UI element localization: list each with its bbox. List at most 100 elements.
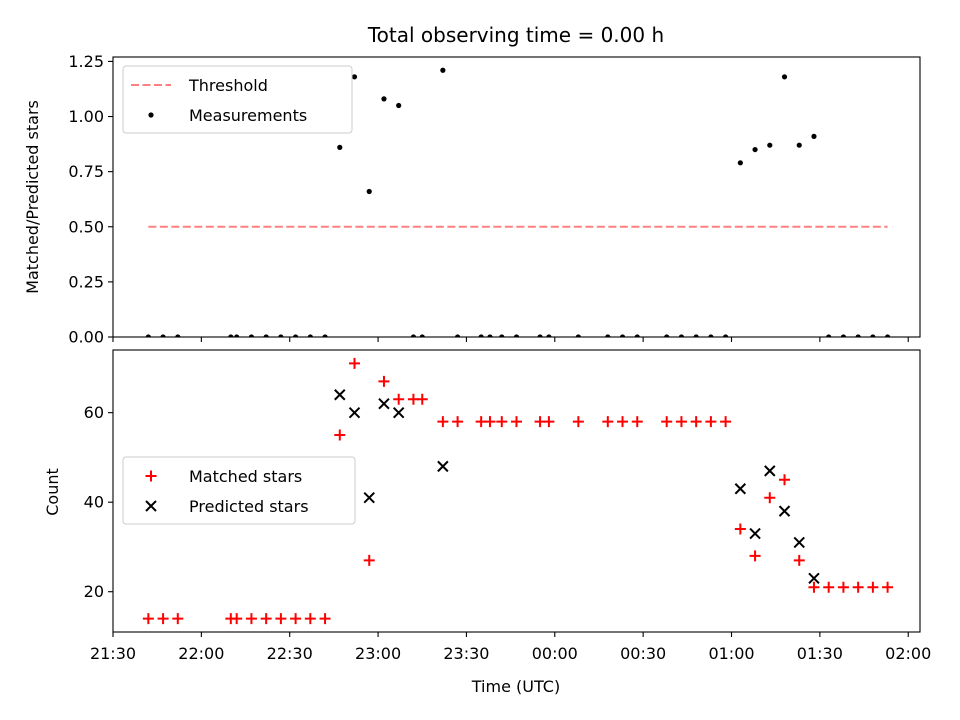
x-tick-label: 22:30 (267, 644, 313, 663)
data-point (664, 334, 670, 337)
legend-swatch (148, 112, 154, 118)
data-point (307, 334, 313, 337)
y-tick-label: 0.00 (68, 328, 104, 347)
data-point (779, 474, 791, 486)
data-point (605, 334, 611, 337)
data-point (172, 613, 184, 625)
data-point (793, 536, 805, 549)
data-point (693, 334, 699, 337)
data-point (363, 492, 375, 504)
data-point (737, 160, 743, 166)
data-point (260, 613, 272, 625)
x-tick-label: 01:30 (797, 644, 843, 663)
x-tick-label: 00:30 (620, 644, 666, 663)
legend-item: Measurements (148, 106, 307, 125)
data-point (837, 581, 849, 593)
data-point (675, 416, 687, 428)
data-point (496, 416, 508, 428)
data-point (513, 334, 520, 337)
data-point (705, 416, 717, 428)
legend: Matched stars Predicted stars (122, 456, 356, 525)
data-point (511, 416, 522, 428)
data-point (378, 398, 390, 410)
data-point (278, 334, 284, 337)
data-point (749, 550, 761, 562)
data-point (484, 416, 496, 428)
legend-item: Threshold (131, 76, 268, 95)
chart-title: Total observing time = 0.00 h (367, 23, 664, 47)
legend-label: Matched stars (189, 467, 302, 486)
data-point (437, 416, 449, 428)
axes-frame (112, 349, 921, 633)
data-point (175, 334, 181, 337)
top-y-axis-label: Matched/Predicted stars (23, 100, 42, 294)
data-point (351, 74, 358, 80)
data-point (781, 74, 788, 80)
data-point (734, 523, 746, 535)
data-point (437, 460, 449, 473)
y-tick-label: 40 (84, 493, 104, 512)
data-point (396, 102, 402, 109)
data-point (293, 334, 299, 337)
y-tick-label: 20 (84, 582, 104, 601)
data-point (619, 334, 626, 337)
data-point (245, 613, 257, 625)
data-point (826, 334, 832, 337)
data-point (478, 334, 484, 337)
plot-area (145, 67, 891, 337)
data-point (334, 429, 346, 441)
x-tick-label: 23:30 (443, 644, 489, 663)
data-point (749, 527, 761, 540)
plot-area (142, 357, 894, 625)
y-tick-label: 60 (84, 403, 104, 422)
data-point (393, 393, 405, 405)
data-point (811, 133, 817, 139)
data-point (290, 613, 302, 625)
data-point (764, 492, 776, 504)
data-point (752, 146, 758, 153)
data-point (823, 581, 835, 593)
legend-item: Matched stars (145, 467, 302, 486)
data-point (319, 613, 331, 625)
data-point (634, 334, 640, 337)
data-point (840, 334, 847, 337)
legend-swatch (145, 500, 157, 512)
bottom-y-axis-label: Count (43, 468, 62, 516)
data-point (416, 393, 428, 405)
data-point (796, 142, 802, 148)
data-point (366, 188, 372, 195)
data-point (440, 67, 446, 73)
x-tick-label: 21:30 (90, 644, 136, 663)
y-tick-label: 1.00 (68, 107, 104, 126)
series-predicted-stars (334, 389, 820, 584)
data-point (248, 334, 255, 337)
ratio-panel: 0.00 0.25 0.50 0.75 1.00 1.25 Threshold Measure… (68, 52, 921, 347)
data-point (452, 416, 464, 428)
data-point (617, 416, 629, 428)
count-panel: 20 40 60 21:30 22:00 22:30 23:00 23:30 00:00 00:3… (84, 349, 931, 663)
series-matched-stars (142, 357, 894, 625)
x-tick-label: 02:00 (885, 644, 931, 663)
data-point (454, 334, 461, 337)
data-point (852, 581, 864, 593)
data-point (661, 416, 673, 428)
legend-label: Measurements (189, 106, 307, 125)
data-point (160, 334, 166, 337)
data-point (678, 334, 685, 337)
data-point (228, 334, 234, 337)
data-point (145, 334, 151, 337)
legend-item: Predicted stars (145, 497, 309, 516)
data-point (322, 334, 328, 337)
data-point (537, 334, 543, 337)
y-tick-label: 0.50 (68, 217, 104, 236)
data-point (793, 554, 805, 566)
data-point (499, 334, 505, 337)
data-point (723, 334, 729, 337)
data-point (767, 142, 773, 148)
data-point (882, 581, 894, 593)
legend-swatch (145, 470, 157, 482)
x-tick-label: 23:00 (355, 644, 401, 663)
x-tick-label: 01:00 (708, 644, 754, 663)
data-point (631, 416, 643, 428)
data-point (764, 465, 776, 477)
